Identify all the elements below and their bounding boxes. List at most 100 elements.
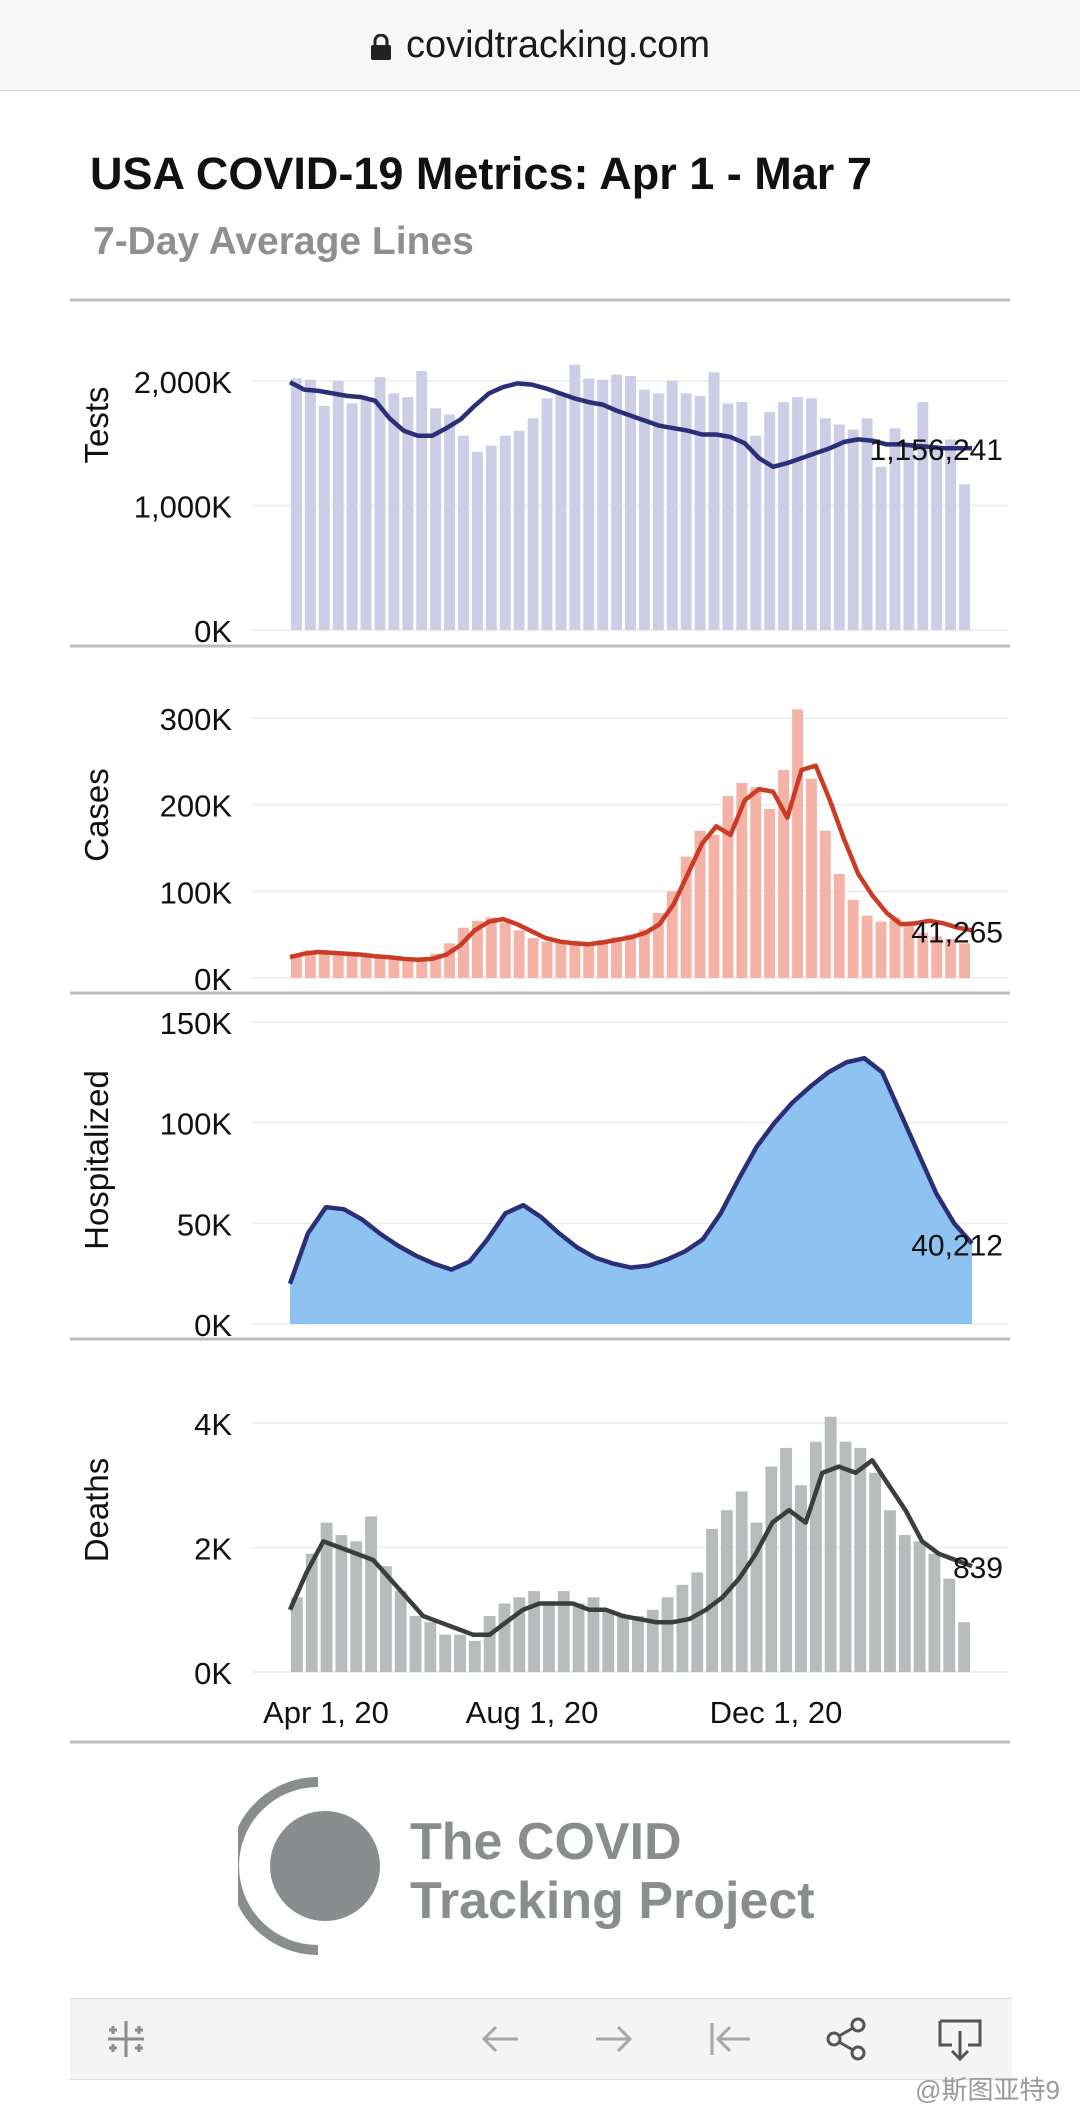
tests-bar	[959, 484, 970, 630]
cases-bar	[527, 938, 539, 978]
tests-bar	[485, 445, 497, 630]
cases-bar	[847, 900, 859, 978]
hospitalized-axis-label: Hospitalized	[78, 1070, 115, 1250]
deaths-bar	[305, 1553, 318, 1672]
tests-bar	[597, 379, 609, 630]
deaths-bar	[394, 1591, 407, 1672]
cases-bar	[513, 930, 525, 978]
deaths-bar	[424, 1622, 437, 1672]
cases-average-line	[289, 763, 973, 963]
covid-tracking-project-logo: The COVID Tracking Project	[238, 1777, 815, 1955]
redo-icon[interactable]	[588, 2013, 640, 2065]
tests-bar	[444, 414, 456, 630]
tests-ytick-label: 1,000K	[134, 489, 233, 524]
cases-bar	[833, 874, 845, 978]
undo-icon[interactable]	[474, 2013, 526, 2065]
cases-bar	[750, 787, 762, 978]
deaths-axis-label: Deaths	[78, 1458, 115, 1563]
cases-bar	[959, 943, 970, 978]
tests-bar	[694, 395, 706, 630]
cases-bar	[318, 951, 330, 978]
tests-bar	[346, 403, 358, 630]
tests-bar	[805, 398, 817, 630]
tests-bar	[332, 380, 344, 630]
cases-bar	[541, 941, 553, 978]
tests-end-value-label: 1,156,241	[870, 434, 1003, 467]
tests-bar	[903, 443, 915, 630]
cases-bar	[388, 958, 400, 978]
deaths-bar	[913, 1541, 926, 1672]
tests-bar	[945, 439, 957, 630]
hospitalized-ytick-label: 50K	[177, 1207, 232, 1242]
tableau-logo-icon[interactable]	[100, 2013, 152, 2065]
deaths-bar	[587, 1597, 600, 1672]
tests-bar	[527, 418, 539, 630]
deaths-bar	[839, 1441, 852, 1672]
cases-bar	[792, 709, 803, 978]
cases-ytick-label: 200K	[160, 789, 233, 824]
cases-bar	[722, 796, 734, 978]
revert-icon[interactable]	[704, 2013, 756, 2065]
x-tick-label: Aug 1, 20	[466, 1695, 599, 1730]
tests-bar	[680, 393, 692, 630]
deaths-bar	[379, 1566, 392, 1672]
lock-icon	[370, 34, 391, 60]
cases-bar	[694, 830, 706, 978]
cases-bar	[360, 955, 372, 978]
deaths-bar	[291, 1597, 303, 1672]
cases-bar	[583, 942, 595, 978]
hospitalized-ytick-label: 100K	[160, 1107, 233, 1142]
deaths-bar	[884, 1510, 896, 1672]
dashboard-title: USA COVID-19 Metrics: Apr 1 - Mar 7	[90, 148, 872, 199]
watermark: @斯图亚特9	[915, 2075, 1060, 2105]
tests-bar	[374, 377, 386, 630]
deaths-bar	[320, 1522, 333, 1672]
download-icon[interactable]	[934, 2013, 986, 2065]
cases-bar	[555, 942, 567, 978]
tests-bar	[708, 372, 720, 630]
cases-end-value-label: 41,265	[911, 916, 1003, 949]
url-text[interactable]: covidtracking.com	[405, 23, 711, 66]
cases-bar	[652, 913, 664, 978]
tests-bar	[917, 402, 929, 630]
logo-line1: The COVID	[410, 1813, 682, 1871]
hospitalized-ytick-label: 150K	[160, 1006, 233, 1041]
browser-url-bar[interactable]: covidtracking.com	[0, 0, 1080, 91]
tests-bar	[513, 430, 525, 630]
tests-bar	[819, 418, 831, 630]
share-icon[interactable]	[820, 2013, 872, 2065]
deaths-bar	[602, 1609, 615, 1672]
x-tick-label: Dec 1, 20	[710, 1695, 843, 1730]
deaths-bar	[661, 1597, 674, 1672]
deaths-bar	[676, 1584, 689, 1672]
deaths-bar	[928, 1553, 941, 1672]
tests-bar	[541, 398, 553, 630]
cases-bar	[889, 917, 901, 978]
deaths-bar	[632, 1615, 644, 1672]
deaths-bar	[765, 1466, 778, 1672]
deaths-bar	[468, 1640, 481, 1672]
tests-average-line	[288, 380, 972, 470]
deaths-bar	[943, 1578, 956, 1672]
cases-bar	[374, 958, 386, 978]
tests-bar	[416, 370, 428, 630]
cases-bar	[444, 943, 456, 978]
tests-bar	[583, 378, 595, 630]
deaths-bar	[691, 1572, 704, 1672]
tests-bar	[388, 393, 400, 630]
tests-bar	[318, 405, 330, 630]
deaths-bar	[454, 1634, 466, 1672]
deaths-bar	[350, 1541, 363, 1672]
tests-bar	[750, 435, 762, 630]
cases-bar	[666, 891, 678, 978]
deaths-bar	[854, 1447, 867, 1672]
cases-bar	[625, 934, 636, 978]
tests-bar	[458, 435, 469, 630]
hospitalized-ytick-label: 0K	[194, 1308, 232, 1343]
deaths-bar	[780, 1447, 793, 1672]
cases-bar	[764, 809, 776, 978]
deaths-bar	[809, 1441, 822, 1672]
hospitalized-average-line	[287, 1055, 974, 1285]
cases-bar	[485, 917, 497, 978]
deaths-bar	[543, 1603, 555, 1672]
